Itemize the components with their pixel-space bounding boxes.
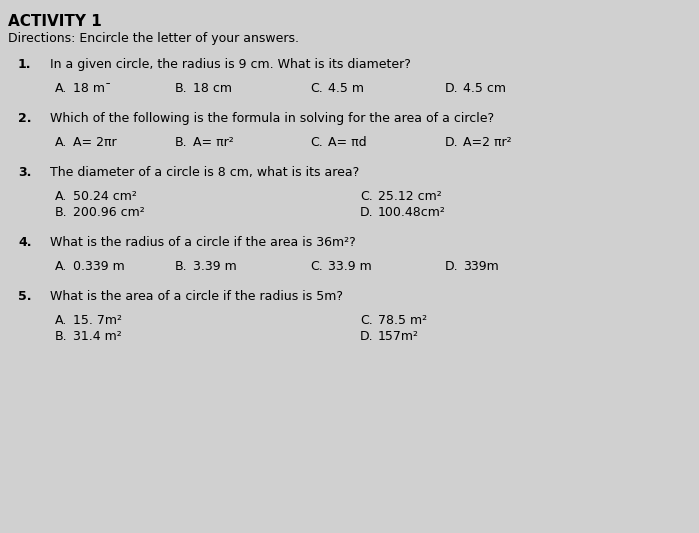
Text: 100.48cm²: 100.48cm² xyxy=(378,206,446,219)
Text: C.: C. xyxy=(360,190,373,203)
Text: D.: D. xyxy=(360,206,374,219)
Text: D.: D. xyxy=(445,82,459,95)
Text: B.: B. xyxy=(175,82,187,95)
Text: A.: A. xyxy=(55,190,67,203)
Text: B.: B. xyxy=(175,260,187,273)
Text: 2.: 2. xyxy=(18,112,31,125)
Text: ACTIVITY 1: ACTIVITY 1 xyxy=(8,14,102,29)
Text: 4.: 4. xyxy=(18,236,31,249)
Text: B.: B. xyxy=(55,206,68,219)
Text: A= πr²: A= πr² xyxy=(193,136,233,149)
Text: 5.: 5. xyxy=(18,290,31,303)
Text: 200.96 cm²: 200.96 cm² xyxy=(73,206,145,219)
Text: D.: D. xyxy=(445,260,459,273)
Text: What is the radius of a circle if the area is 36m²?: What is the radius of a circle if the ar… xyxy=(50,236,356,249)
Text: A=2 πr²: A=2 πr² xyxy=(463,136,512,149)
Text: 25.12 cm²: 25.12 cm² xyxy=(378,190,442,203)
Text: 339m: 339m xyxy=(463,260,499,273)
Text: 3.: 3. xyxy=(18,166,31,179)
Text: 18 mˉ: 18 mˉ xyxy=(73,82,111,95)
Text: 4.5 cm: 4.5 cm xyxy=(463,82,506,95)
Text: 50.24 cm²: 50.24 cm² xyxy=(73,190,137,203)
Text: 157m²: 157m² xyxy=(378,330,419,343)
Text: Directions: Encircle the letter of your answers.: Directions: Encircle the letter of your … xyxy=(8,32,299,45)
Text: A.: A. xyxy=(55,314,67,327)
Text: 3.39 m: 3.39 m xyxy=(193,260,237,273)
Text: 18 cm: 18 cm xyxy=(193,82,232,95)
Text: 4.5 m: 4.5 m xyxy=(328,82,364,95)
Text: 0.339 m: 0.339 m xyxy=(73,260,124,273)
Text: C.: C. xyxy=(360,314,373,327)
Text: A.: A. xyxy=(55,82,67,95)
Text: C.: C. xyxy=(310,136,323,149)
Text: B.: B. xyxy=(175,136,187,149)
Text: 1.: 1. xyxy=(18,58,31,71)
Text: 78.5 m²: 78.5 m² xyxy=(378,314,427,327)
Text: Which of the following is the formula in solving for the area of a circle?: Which of the following is the formula in… xyxy=(50,112,494,125)
Text: D.: D. xyxy=(360,330,374,343)
Text: A= 2πr: A= 2πr xyxy=(73,136,117,149)
Text: D.: D. xyxy=(445,136,459,149)
Text: A.: A. xyxy=(55,136,67,149)
Text: In a given circle, the radius is 9 cm. What is its diameter?: In a given circle, the radius is 9 cm. W… xyxy=(50,58,411,71)
Text: The diameter of a circle is 8 cm, what is its area?: The diameter of a circle is 8 cm, what i… xyxy=(50,166,359,179)
Text: A= πd: A= πd xyxy=(328,136,366,149)
Text: 33.9 m: 33.9 m xyxy=(328,260,372,273)
Text: A.: A. xyxy=(55,260,67,273)
Text: 15. 7m²: 15. 7m² xyxy=(73,314,122,327)
Text: C.: C. xyxy=(310,260,323,273)
Text: C.: C. xyxy=(310,82,323,95)
Text: What is the area of a circle if the radius is 5m?: What is the area of a circle if the radi… xyxy=(50,290,343,303)
Text: 31.4 m²: 31.4 m² xyxy=(73,330,122,343)
Text: B.: B. xyxy=(55,330,68,343)
